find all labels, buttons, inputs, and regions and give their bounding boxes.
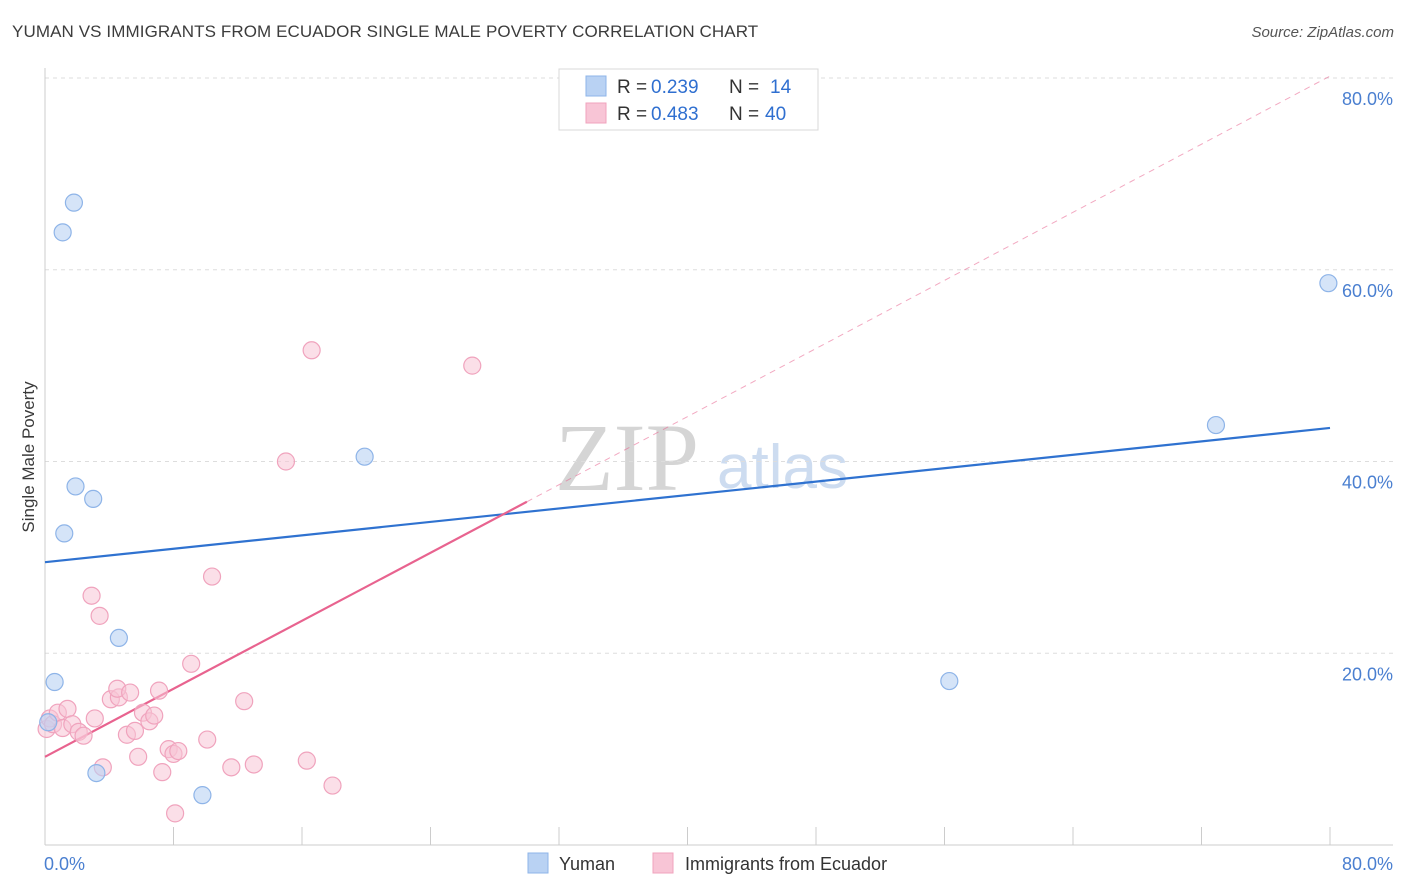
point-yuman: [940, 671, 959, 691]
point-ecuador: [244, 755, 263, 774]
gridlines: 20.0% 40.0% 60.0% 80.0%: [45, 77, 1393, 684]
point-ecuador: [302, 341, 321, 360]
point-ecuador: [129, 747, 148, 766]
legend-r-value-ecuador: 0.483: [651, 104, 699, 125]
trend-lines: [44, 75, 1331, 758]
legend-r-label-yuman: R =: [617, 77, 647, 98]
legend-n-value-yuman: 14: [770, 77, 792, 98]
point-ecuador: [125, 721, 145, 741]
point-yuman: [84, 489, 103, 508]
point-ecuador: [222, 758, 241, 777]
point-ecuador: [198, 730, 217, 749]
y-axis-label: Single Male Poverty: [19, 381, 38, 533]
y-tick-label: 40.0%: [1342, 473, 1393, 493]
legend-swatch-yuman: [585, 75, 607, 97]
point-ecuador: [276, 452, 296, 471]
point-ecuador: [166, 804, 185, 823]
legend-n-label-ecuador: N =: [729, 104, 759, 125]
watermark-atlas: atlas: [717, 433, 848, 502]
x-tick-label-min: 0.0%: [44, 854, 85, 874]
point-yuman: [87, 763, 106, 783]
trend-line-ecuador: [44, 500, 528, 758]
point-yuman: [109, 628, 128, 648]
point-yuman: [64, 193, 84, 212]
point-ecuador: [323, 776, 342, 795]
watermark-zip: ZIP: [555, 404, 699, 511]
point-ecuador: [169, 741, 188, 761]
point-ecuador: [82, 586, 101, 605]
point-ecuador: [153, 763, 172, 782]
trend-line-yuman: [44, 426, 1331, 564]
point-yuman: [39, 713, 58, 732]
point-ecuador: [202, 567, 222, 586]
series-legend: Yuman Immigrants from Ecuador: [527, 852, 887, 874]
legend-n-value-ecuador: 40: [765, 104, 786, 125]
legend-r-value-yuman: 0.239: [651, 77, 699, 98]
stats-legend: R = 0.239 N = 14 R = 0.483 N = 40: [558, 68, 819, 131]
point-yuman: [193, 786, 212, 805]
point-ecuador: [121, 683, 140, 702]
point-yuman: [66, 477, 85, 496]
legend-r-label-ecuador: R =: [617, 104, 647, 125]
point-ecuador: [182, 654, 201, 673]
data-points: [37, 193, 1338, 823]
y-tick-label: 80.0%: [1342, 89, 1393, 109]
y-tick-label: 60.0%: [1342, 281, 1393, 301]
point-yuman: [1319, 274, 1338, 293]
point-ecuador: [85, 709, 104, 728]
bottom-legend-swatch-yuman: [527, 852, 549, 874]
point-ecuador: [463, 356, 482, 375]
point-ecuador: [90, 606, 109, 625]
point-yuman: [355, 447, 374, 466]
point-ecuador: [145, 706, 164, 725]
point-ecuador: [58, 699, 77, 718]
point-ecuador: [74, 726, 93, 745]
chart-title: YUMAN VS IMMIGRANTS FROM ECUADOR SINGLE …: [12, 22, 759, 41]
point-yuman: [45, 672, 64, 692]
point-yuman: [1206, 415, 1226, 435]
source-label: Source: ZipAtlas.com: [1251, 24, 1394, 41]
point-ecuador: [149, 681, 169, 700]
legend-n-label-yuman: N =: [729, 77, 759, 98]
bottom-legend-yuman: Yuman: [559, 854, 615, 874]
trend-line-ecuador-extended: [526, 75, 1331, 503]
point-yuman: [53, 223, 72, 242]
x-tick-label-max: 80.0%: [1342, 854, 1393, 874]
point-ecuador: [235, 692, 254, 711]
y-tick-label: 20.0%: [1342, 664, 1393, 684]
legend-swatch-ecuador: [585, 102, 607, 124]
point-ecuador: [297, 751, 316, 770]
point-yuman: [55, 524, 74, 543]
bottom-legend-swatch-ecuador: [652, 852, 674, 874]
bottom-legend-ecuador: Immigrants from Ecuador: [685, 854, 887, 874]
